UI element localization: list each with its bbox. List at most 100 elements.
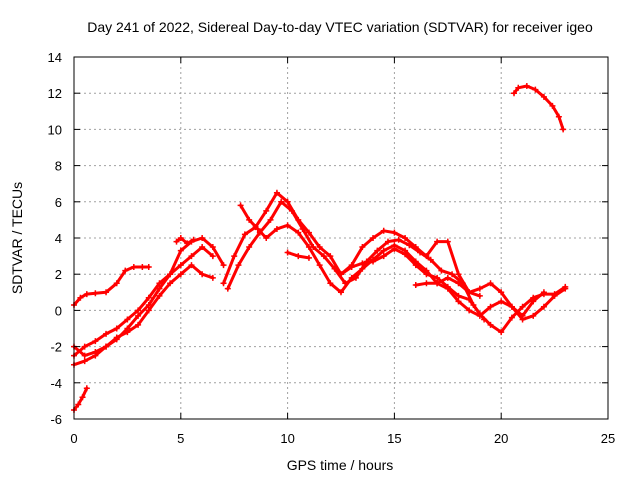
- series-layer: [71, 82, 569, 413]
- data-point: [122, 267, 129, 274]
- data-point: [305, 254, 312, 261]
- y-tick-label: 4: [55, 231, 62, 246]
- data-point: [113, 334, 120, 341]
- data-point: [130, 263, 137, 270]
- data-point: [359, 260, 366, 267]
- data-point: [449, 271, 456, 278]
- data-point: [81, 358, 88, 365]
- y-tick-label: 8: [55, 159, 62, 174]
- data-point: [427, 256, 434, 263]
- data-point: [199, 235, 206, 241]
- data-point: [555, 113, 562, 120]
- data-point: [284, 222, 291, 229]
- series-arc-2: [72, 386, 89, 412]
- data-point: [267, 216, 274, 223]
- data-point: [540, 93, 547, 100]
- data-point: [391, 245, 398, 252]
- data-point: [241, 231, 248, 238]
- data-point: [395, 236, 402, 243]
- data-point: [188, 253, 195, 260]
- data-point: [190, 236, 197, 243]
- data-point: [406, 242, 413, 249]
- data-point: [177, 235, 184, 241]
- tick-labels: 0 5 10 15 20 25 -6 -4 -2 0 2 4 6 8 10 12 14: [48, 50, 616, 446]
- data-point: [444, 274, 451, 281]
- data-point: [320, 253, 327, 260]
- data-point: [83, 385, 90, 392]
- data-point: [209, 274, 216, 281]
- data-point: [145, 294, 152, 301]
- data-point: [156, 292, 163, 299]
- data-point: [135, 307, 142, 314]
- data-point: [231, 253, 238, 260]
- data-point: [466, 289, 473, 296]
- data-point: [246, 244, 253, 251]
- data-point: [316, 262, 323, 269]
- data-point: [92, 349, 99, 356]
- data-point: [113, 325, 120, 332]
- data-point: [81, 352, 88, 359]
- data-point: [156, 280, 163, 287]
- data-point: [288, 207, 295, 214]
- data-point: [167, 271, 174, 278]
- data-point: [487, 280, 494, 287]
- data-point: [273, 225, 280, 232]
- data-point: [305, 229, 312, 236]
- series-arc-1: [72, 265, 151, 307]
- data-point: [551, 291, 558, 298]
- data-point: [370, 258, 377, 265]
- data-point: [188, 262, 195, 269]
- data-point: [523, 82, 530, 89]
- data-point: [487, 303, 494, 310]
- data-point: [263, 207, 270, 214]
- y-tick-label: 6: [55, 195, 62, 210]
- series-arc-6: [175, 236, 196, 245]
- data-point: [380, 227, 387, 234]
- data-point: [423, 280, 430, 287]
- data-point: [380, 247, 387, 254]
- data-point: [560, 126, 567, 133]
- data-point: [145, 301, 152, 308]
- data-point: [519, 303, 526, 310]
- x-tick-label: 10: [280, 431, 294, 446]
- data-point: [124, 329, 131, 336]
- data-point: [562, 283, 569, 290]
- data-point: [359, 265, 366, 272]
- x-axis-label: GPS time / hours: [287, 457, 394, 473]
- data-point: [284, 249, 291, 256]
- data-point: [530, 312, 537, 319]
- data-point: [338, 289, 344, 296]
- data-point: [455, 298, 462, 305]
- data-point: [177, 262, 184, 269]
- data-point: [402, 251, 409, 258]
- data-point: [444, 238, 451, 245]
- data-point: [455, 280, 462, 287]
- data-point: [327, 280, 334, 287]
- data-point: [103, 330, 110, 337]
- x-tick-label: 25: [601, 431, 615, 446]
- data-point: [81, 343, 88, 350]
- series-arc-11: [339, 247, 567, 334]
- data-point: [540, 303, 547, 310]
- data-point: [412, 262, 419, 269]
- data-point: [391, 229, 398, 236]
- data-point: [75, 401, 82, 408]
- data-point: [316, 244, 323, 251]
- y-tick-label: 14: [48, 50, 62, 65]
- y-tick-label: 12: [48, 86, 62, 101]
- data-point: [220, 280, 227, 287]
- data-point: [177, 271, 184, 278]
- y-tick-label: -6: [50, 412, 62, 427]
- data-point: [423, 271, 430, 278]
- data-point: [145, 307, 152, 314]
- data-point: [515, 84, 522, 91]
- x-tick-label: 5: [177, 431, 184, 446]
- y-axis-label: SDTVAR / TECUs: [9, 182, 25, 294]
- data-point: [348, 263, 355, 270]
- data-point: [384, 238, 391, 245]
- y-tick-label: -2: [50, 340, 62, 355]
- data-point: [508, 303, 515, 310]
- data-point: [103, 343, 110, 350]
- data-point: [167, 280, 174, 287]
